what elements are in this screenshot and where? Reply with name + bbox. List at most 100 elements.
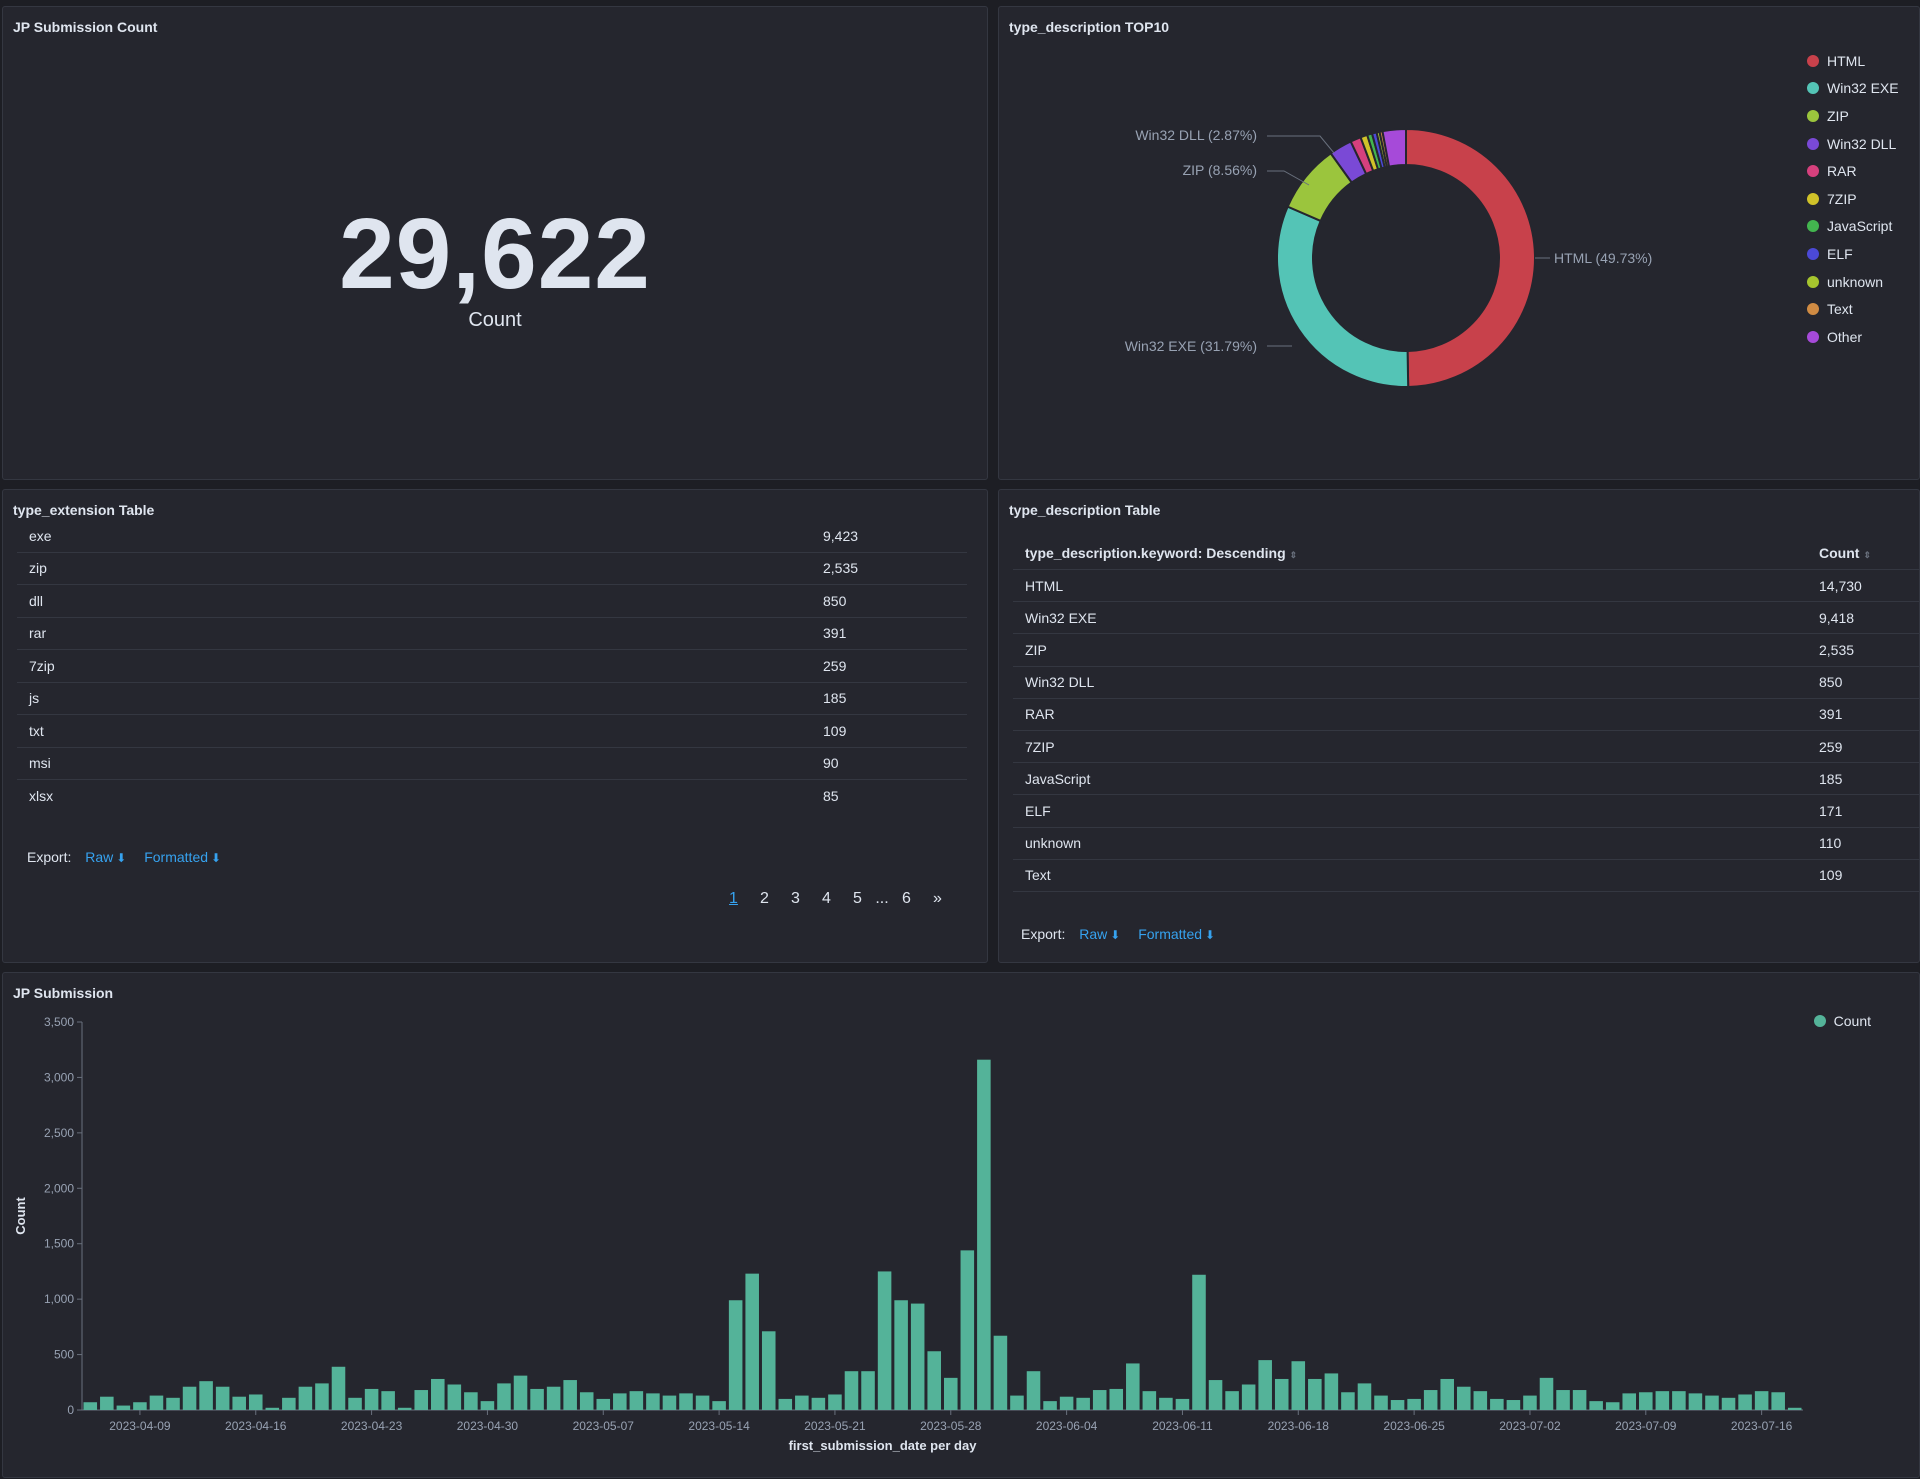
bar[interactable] <box>579 1392 594 1410</box>
bar[interactable] <box>910 1303 925 1410</box>
bar[interactable] <box>761 1331 776 1410</box>
bar[interactable] <box>397 1407 412 1410</box>
bar[interactable] <box>315 1383 329 1410</box>
bar[interactable] <box>1407 1398 1421 1410</box>
bar[interactable] <box>182 1386 197 1410</box>
bar[interactable] <box>431 1378 445 1410</box>
bar[interactable] <box>745 1273 759 1410</box>
bar[interactable] <box>1390 1400 1405 1410</box>
pie-slice-html[interactable] <box>1405 127 1536 388</box>
bar[interactable] <box>662 1395 677 1410</box>
bar[interactable] <box>844 1371 859 1410</box>
bar[interactable] <box>1059 1396 1074 1410</box>
bar[interactable] <box>1456 1386 1471 1410</box>
bar[interactable] <box>795 1395 809 1410</box>
bar[interactable] <box>513 1375 528 1410</box>
bar[interactable] <box>695 1395 710 1410</box>
bar[interactable] <box>894 1300 908 1410</box>
bar[interactable] <box>1655 1391 1670 1410</box>
bar[interactable] <box>1639 1392 1653 1410</box>
bar[interactable] <box>728 1300 743 1410</box>
bar[interactable] <box>977 1059 991 1410</box>
bar[interactable] <box>563 1380 577 1410</box>
bar[interactable] <box>1175 1398 1190 1410</box>
bar[interactable] <box>464 1392 478 1410</box>
legend-item[interactable]: Text <box>1807 295 1899 323</box>
legend-label[interactable]: Count <box>1833 1013 1871 1029</box>
bar[interactable] <box>282 1397 296 1410</box>
legend-item[interactable]: Other <box>1807 323 1899 351</box>
bar[interactable] <box>1357 1383 1372 1410</box>
bar[interactable] <box>348 1397 362 1410</box>
bar[interactable] <box>1771 1392 1785 1410</box>
bar[interactable] <box>1721 1397 1736 1410</box>
bar[interactable] <box>1473 1391 1488 1410</box>
bar[interactable] <box>1490 1398 1504 1410</box>
bar[interactable] <box>1622 1393 1637 1410</box>
bar[interactable] <box>861 1371 875 1410</box>
bar[interactable] <box>613 1393 627 1410</box>
bar[interactable] <box>1787 1407 1802 1410</box>
legend-item[interactable]: ZIP <box>1807 102 1899 130</box>
bar[interactable] <box>1092 1390 1107 1410</box>
bar[interactable] <box>215 1386 230 1410</box>
pie-slice-other[interactable] <box>1381 127 1407 168</box>
bar[interactable] <box>596 1398 611 1410</box>
bar[interactable] <box>546 1386 561 1410</box>
bar[interactable] <box>497 1383 511 1410</box>
legend-item[interactable]: ELF <box>1807 240 1899 268</box>
bar[interactable] <box>629 1391 644 1410</box>
page-2-button[interactable]: 2 <box>760 890 769 907</box>
legend-item[interactable]: JavaScript <box>1807 213 1899 241</box>
legend-item[interactable]: 7ZIP <box>1807 185 1899 213</box>
bar[interactable] <box>646 1393 660 1410</box>
bar[interactable] <box>811 1397 826 1410</box>
bar[interactable] <box>83 1402 98 1410</box>
page-6-button[interactable]: 6 <box>902 890 911 907</box>
bar[interactable] <box>1258 1360 1272 1410</box>
bar[interactable] <box>166 1397 180 1410</box>
export-raw-link[interactable]: Raw ⬇ <box>85 849 126 865</box>
bar[interactable] <box>1291 1361 1306 1410</box>
bar[interactable] <box>1026 1371 1041 1410</box>
bar[interactable] <box>1142 1391 1157 1410</box>
bar[interactable] <box>1043 1401 1057 1410</box>
bar[interactable] <box>530 1388 544 1410</box>
bar[interactable] <box>331 1366 346 1410</box>
bar[interactable] <box>1754 1391 1769 1410</box>
pie-slice-win32-exe[interactable] <box>1276 205 1410 388</box>
bar[interactable] <box>1572 1390 1587 1410</box>
bar[interactable] <box>1605 1402 1620 1410</box>
bar[interactable] <box>364 1388 379 1410</box>
bar[interactable] <box>1274 1378 1289 1410</box>
bar[interactable] <box>1738 1394 1752 1410</box>
page-5-button[interactable]: 5 <box>853 890 862 907</box>
legend-item[interactable]: Win32 DLL <box>1807 130 1899 158</box>
bar[interactable] <box>1324 1373 1339 1410</box>
bar[interactable] <box>199 1381 213 1410</box>
bar[interactable] <box>1440 1378 1454 1410</box>
bar[interactable] <box>381 1391 395 1410</box>
bar[interactable] <box>778 1398 793 1410</box>
legend-item[interactable]: unknown <box>1807 268 1899 296</box>
bar[interactable] <box>1308 1378 1322 1410</box>
bar[interactable] <box>993 1335 1008 1410</box>
column-header-type[interactable]: type_description.keyword: Descending ⇕ <box>1013 536 1807 570</box>
bar[interactable] <box>1241 1384 1256 1410</box>
bar[interactable] <box>1225 1391 1239 1410</box>
bar[interactable] <box>232 1396 246 1410</box>
bar[interactable] <box>1423 1390 1438 1410</box>
bar[interactable] <box>100 1396 114 1410</box>
bar[interactable] <box>1672 1391 1686 1410</box>
bar[interactable] <box>1374 1395 1388 1410</box>
export-formatted-link[interactable]: Formatted ⬇ <box>1138 926 1215 942</box>
bar[interactable] <box>1109 1388 1124 1410</box>
bar[interactable] <box>877 1271 892 1410</box>
page-4-button[interactable]: 4 <box>822 890 831 907</box>
bar[interactable] <box>1010 1395 1024 1410</box>
export-raw-link[interactable]: Raw ⬇ <box>1079 926 1120 942</box>
bar[interactable] <box>1556 1390 1570 1410</box>
bar[interactable] <box>149 1395 164 1410</box>
bar[interactable] <box>1076 1397 1090 1410</box>
bar[interactable] <box>480 1401 495 1410</box>
